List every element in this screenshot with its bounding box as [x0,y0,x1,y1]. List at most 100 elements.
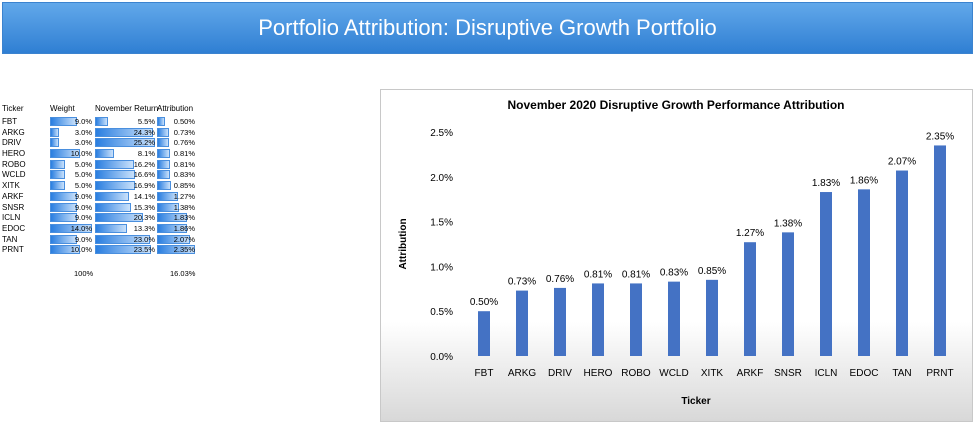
cell-value: 3.0% [74,127,92,137]
bar-fbt [478,311,490,356]
cell-value: 15.3% [133,202,155,212]
table-row: ROBO 5.0% 16.2% 0.81% [2,159,202,170]
ticker-cell: HERO [2,149,26,159]
weight-cell: 5.0% [50,159,92,169]
table-row: ICLN 9.0% 20.3% 1.83% [2,212,202,223]
weight-cell: 9.0% [50,202,92,212]
bar-driv [554,287,566,356]
cell-value: 20.3% [133,213,155,223]
return-cell: 15.3% [95,202,155,212]
total-attribution: 16.03% [170,268,196,278]
table-row: TAN 9.0% 23.0% 2.07% [2,234,202,245]
data-bar [157,181,171,191]
cell-value: 8.1% [137,149,155,159]
cell-value: 0.73% [173,127,195,137]
x-tick-label-driv: DRIV [548,368,572,379]
cell-value: 9.0% [74,191,92,201]
return-cell: 8.1% [95,149,155,159]
table-header: Ticker Weight November Return Attributio… [2,104,202,116]
page-title-banner: Portfolio Attribution: Disruptive Growth… [2,2,973,54]
weight-cell: 10.0% [50,149,92,159]
table-body: FBT 9.0% 5.5% 0.50% ARKG 3.0% 24.3% 0.73% DRIV 3.… [2,116,202,255]
attribution-cell: 0.73% [157,127,195,137]
return-cell: 20.3% [95,213,155,223]
cell-value: 5.0% [74,170,92,180]
chart-title: November 2020 Disruptive Growth Performa… [508,98,845,112]
data-bar [157,138,169,148]
data-bar [50,181,65,191]
data-bar [50,234,77,244]
data-bar [50,127,59,137]
data-bar [95,181,135,191]
bar-arkg [516,290,528,356]
bar-hero [592,283,604,356]
cell-value: 2.07% [173,234,195,244]
data-label-driv: 0.76% [546,274,574,285]
x-tick-label-fbt: FBT [475,368,494,379]
bar-wcld [668,281,680,356]
cell-value: 9.0% [74,213,92,223]
table-row: ARKG 3.0% 24.3% 0.73% [2,127,202,138]
return-cell: 25.2% [95,138,155,148]
cell-value: 1.38% [173,202,195,212]
return-cell: 16.2% [95,159,155,169]
ticker-cell: WCLD [2,170,26,180]
attribution-cell: 0.81% [157,159,195,169]
data-bar [95,170,135,180]
weight-cell: 9.0% [50,117,92,126]
ticker-cell: XITK [2,181,20,191]
data-label-tan: 2.07% [888,157,916,168]
return-cell: 5.5% [95,117,155,126]
cell-value: 16.2% [133,159,155,169]
y-tick-label: 0.5% [430,307,453,318]
cell-value: 16.6% [133,170,155,180]
weight-cell: 3.0% [50,138,92,148]
data-bar [95,202,131,212]
cell-value: 0.50% [173,117,195,126]
total-weight: 100% [74,268,94,278]
data-bar [95,245,151,255]
data-bar [157,159,170,169]
bar-tan [896,170,908,356]
header-return: November Return [95,104,159,113]
return-cell: 24.3% [95,127,155,137]
data-label-fbt: 0.50% [470,297,498,308]
data-bar [95,234,150,244]
cell-value: 9.0% [74,202,92,212]
table-row: ARKF 9.0% 14.1% 1.27% [2,191,202,202]
table-row: FBT 9.0% 5.5% 0.50% [2,116,202,127]
attribution-cell: 0.50% [157,117,195,126]
cell-value: 5.0% [74,181,92,191]
data-label-arkg: 0.73% [508,277,536,288]
table-row: DRIV 3.0% 25.2% 0.76% [2,137,202,148]
attribution-cell: 1.83% [157,213,195,223]
attribution-table: Ticker Weight November Return Attributio… [2,104,202,281]
attribution-cell: 2.35% [157,245,195,255]
data-bar [157,127,169,137]
cell-value: 16.9% [133,181,155,191]
data-bar [157,191,178,201]
attribution-bar-chart: November 2020 Disruptive Growth Performa… [398,98,954,407]
cell-value: 0.81% [173,159,195,169]
attribution-cell: 1.86% [157,223,195,233]
weight-cell: 5.0% [50,181,92,191]
data-label-snsr: 1.38% [774,218,802,229]
y-tick-label: 2.5% [430,128,453,139]
header-weight: Weight [50,104,75,113]
attribution-cell: 2.07% [157,234,195,244]
table-row: PRNT 10.0% 23.5% 2.35% [2,244,202,255]
cell-value: 9.0% [74,234,92,244]
data-label-hero: 0.81% [584,269,612,280]
return-cell: 14.1% [95,191,155,201]
cell-value: 0.85% [173,181,195,191]
data-bar [50,170,65,180]
data-bar [50,245,80,255]
weight-cell: 9.0% [50,191,92,201]
cell-value: 5.0% [74,159,92,169]
data-bar [50,138,59,148]
attribution-chart: November 2020 Disruptive Growth Performa… [380,89,973,422]
y-tick-label: 1.0% [430,262,453,273]
x-tick-label-xitk: XITK [701,368,724,379]
bar-xitk [706,279,718,356]
table-row: HERO 10.0% 8.1% 0.81% [2,148,202,159]
